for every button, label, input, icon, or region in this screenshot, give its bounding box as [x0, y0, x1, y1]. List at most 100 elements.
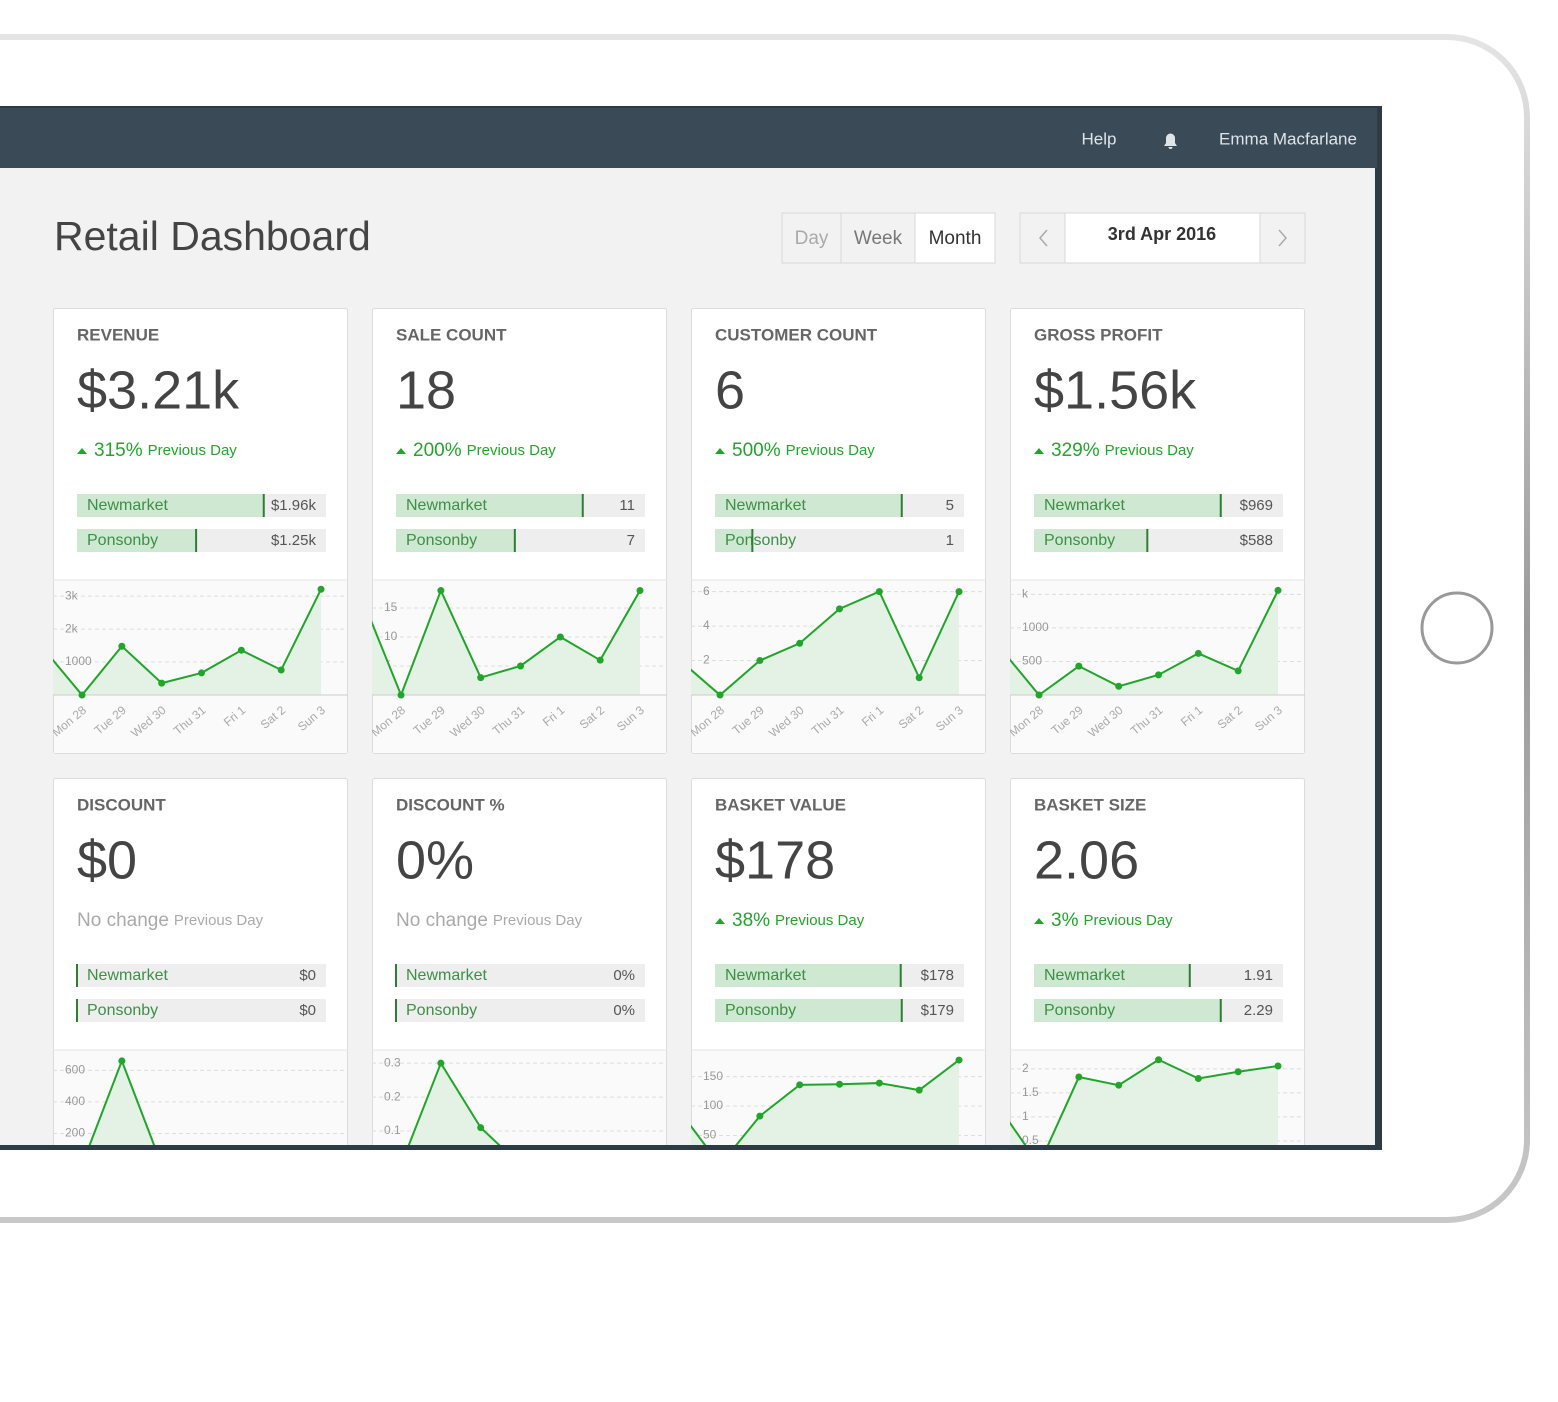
y-tick-label: 0.2 [384, 1089, 401, 1103]
point [118, 642, 126, 650]
change-line: 38% Previous Day [732, 910, 865, 931]
store-bar-bg [77, 999, 326, 1022]
metric-card: DISCOUNT % 0% No change Previous Day Newmark… [372, 778, 667, 1145]
trend-up-icon [715, 448, 725, 454]
change-label: Previous Day [493, 912, 583, 929]
store-value: $0 [299, 1002, 316, 1019]
point [317, 585, 325, 593]
line [53, 588, 322, 697]
change-value: 500% [732, 440, 781, 461]
point [437, 587, 445, 595]
change-label: Previous Day [786, 442, 876, 459]
store-value: 11 [619, 497, 635, 514]
y-tick-label: 2 [703, 653, 710, 667]
period-label[interactable]: Week [854, 228, 903, 249]
point [955, 588, 963, 596]
point [756, 1112, 764, 1120]
store-name: Ponsonby [1044, 532, 1115, 549]
store-bar [1034, 494, 1221, 517]
change-label: Previous Day [775, 912, 865, 929]
point [397, 691, 405, 699]
store-bar [77, 494, 264, 517]
user-name[interactable]: Emma Macfarlane [1219, 129, 1357, 148]
point [517, 662, 525, 670]
date-label: 3rd Apr 2016 [1108, 224, 1216, 244]
store-value: $0 [299, 967, 316, 984]
next-date[interactable] [1278, 229, 1287, 247]
store-value: $179 [921, 1002, 954, 1019]
store-value: 1.91 [1244, 967, 1273, 984]
y-tick-label: 0.5 [1022, 1133, 1039, 1147]
store-name: Newmarket [87, 967, 168, 984]
change-value: 200% [413, 440, 462, 461]
card-value: 18 [396, 360, 456, 420]
line [691, 590, 960, 697]
change-line: No change Previous Day [396, 910, 583, 931]
period-label[interactable]: Month [929, 228, 982, 249]
change-value: No change [77, 910, 169, 931]
change-line: 200% Previous Day [413, 440, 556, 461]
y-tick-label: 1000 [65, 654, 92, 668]
point [1115, 1081, 1123, 1089]
point [1155, 671, 1163, 679]
change-value: 3% [1051, 910, 1079, 931]
metric-card: REVENUE $3.21k 315% Previous Day Newmarket $1… [53, 308, 348, 754]
period-label[interactable]: Day [795, 228, 829, 249]
store-value: 7 [627, 532, 635, 549]
store-bar-bg [715, 529, 964, 552]
change-line: 315% Previous Day [94, 440, 237, 461]
point [437, 1059, 445, 1067]
store-name: Newmarket [725, 497, 806, 514]
point [875, 588, 883, 596]
y-tick-label: 4 [703, 618, 710, 632]
point [596, 656, 604, 664]
point [875, 1079, 883, 1087]
point [836, 1080, 844, 1088]
store-name: Newmarket [406, 497, 487, 514]
store-value: 0% [613, 1002, 635, 1019]
point [636, 587, 644, 595]
period-button[interactable] [840, 212, 916, 264]
store-bar [396, 529, 515, 552]
store-bar [77, 529, 197, 552]
metric-card: GROSS PROFIT $1.56k 329% Previous Day Newmar… [1010, 308, 1305, 754]
period-button[interactable] [914, 212, 996, 264]
card-value: 6 [715, 360, 745, 420]
point [796, 1081, 804, 1089]
store-name: Ponsonby [406, 532, 477, 549]
point [1035, 691, 1043, 699]
area-fill [1010, 1059, 1279, 1145]
store-bar [1034, 999, 1221, 1022]
y-tick-label: 10 [384, 629, 398, 643]
y-tick-label: 1 [1022, 1109, 1029, 1123]
home-button[interactable] [1420, 591, 1494, 665]
store-name: Newmarket [1044, 497, 1125, 514]
trend-up-icon [396, 448, 406, 454]
y-tick-label: k [1022, 587, 1029, 601]
prev-date[interactable] [1039, 229, 1048, 247]
store-bar [1034, 964, 1190, 987]
store-value: $588 [1240, 532, 1273, 549]
y-tick-label: 400 [65, 1094, 85, 1108]
line [1010, 589, 1279, 697]
area-fill [691, 591, 960, 695]
area-fill [691, 1060, 960, 1145]
metric-card: DISCOUNT $0 No change Previous Day Newmarket… [53, 778, 348, 1145]
help-link[interactable]: Help [1082, 129, 1117, 148]
y-tick-label: 6 [703, 584, 710, 598]
point [237, 646, 245, 654]
card-title: REVENUE [77, 325, 159, 344]
card-value: $0 [77, 830, 137, 890]
store-bar [715, 529, 753, 552]
card-value: 0% [396, 830, 474, 890]
area-fill [89, 1060, 155, 1145]
store-name: Ponsonby [87, 532, 158, 549]
change-label: Previous Day [174, 912, 264, 929]
line [691, 1059, 960, 1145]
area-fill [372, 590, 641, 695]
y-tick-label: 2 [1022, 1061, 1029, 1075]
bell-icon[interactable] [1164, 133, 1177, 150]
